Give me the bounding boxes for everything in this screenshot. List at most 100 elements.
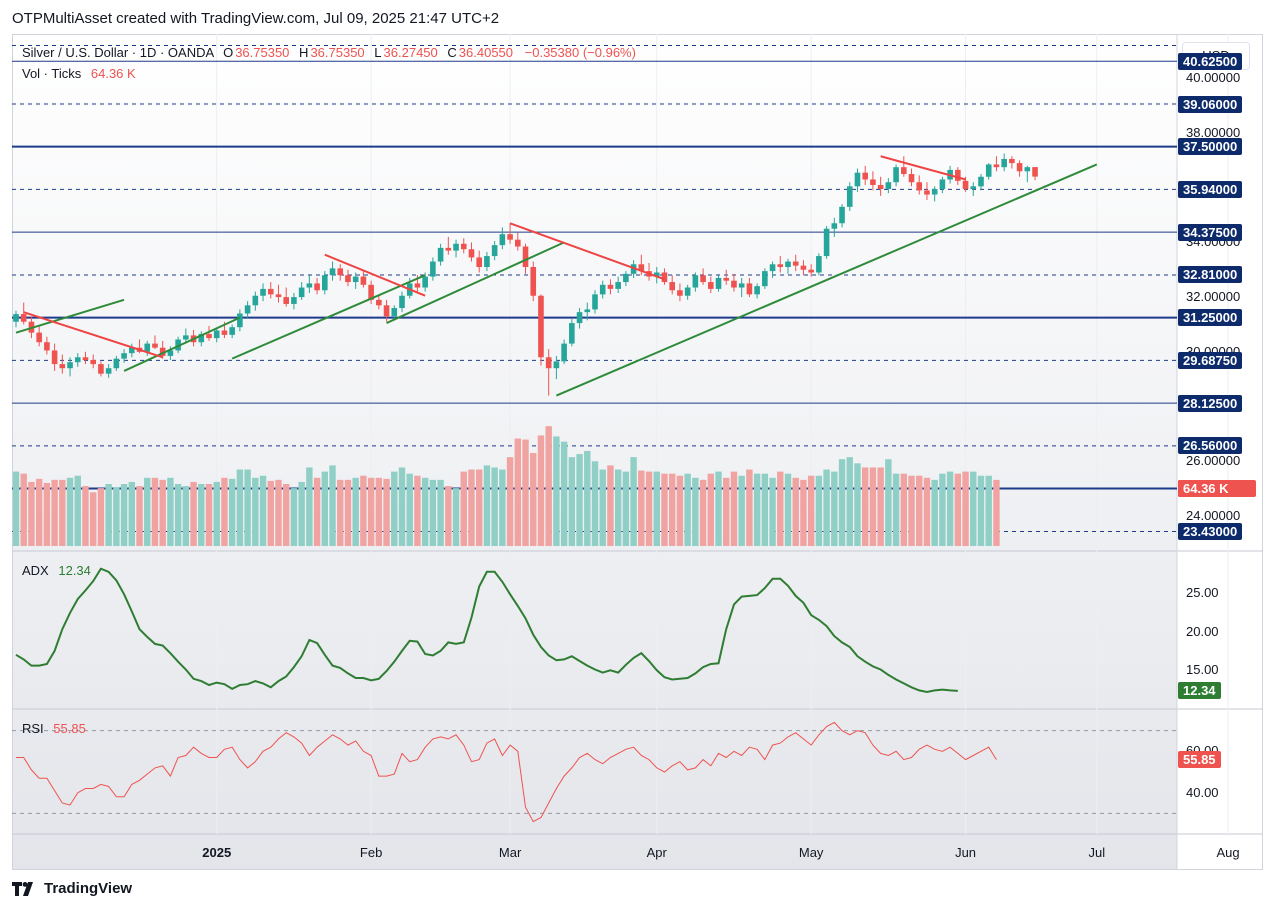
candle-body (198, 334, 205, 343)
candle-body (437, 247, 444, 262)
ohlc-close-label: C (447, 45, 457, 60)
volume-bar (823, 469, 830, 546)
price-level-tag[interactable]: 31.25000 (1178, 309, 1243, 327)
candle-body (545, 357, 552, 369)
ohlc-high-label: H (299, 45, 309, 60)
ohlc-close-value: 36.40550 (458, 45, 514, 60)
volume-bar (12, 471, 20, 546)
candle-body (715, 277, 722, 289)
volume-bar (383, 478, 390, 546)
volume-bar (460, 471, 467, 546)
chart-canvas[interactable] (12, 34, 1263, 870)
price-level-tag[interactable]: 39.06000 (1178, 95, 1243, 113)
volume-bar (391, 471, 398, 546)
volume-bar (59, 479, 66, 546)
price-level-tag[interactable]: 35.94000 (1178, 180, 1243, 198)
volume-bar (144, 477, 151, 546)
candle-body (561, 343, 567, 362)
candle-body (908, 174, 915, 183)
volume-bar (74, 475, 81, 546)
trendline (231, 274, 426, 360)
volume-bar (885, 459, 892, 546)
volume-bar (815, 475, 823, 546)
volume-bar (807, 475, 815, 546)
rsi-last-tag: 55.85 (1178, 751, 1221, 769)
candle-body (885, 182, 892, 190)
ohlc-open-value: 36.75350 (235, 45, 290, 60)
candle-body (283, 297, 289, 304)
candle-body (808, 269, 814, 273)
candle-body (345, 275, 351, 283)
price-level-tag[interactable]: 23.43000 (1178, 523, 1243, 540)
volume-bar (329, 465, 336, 546)
price-level-tag[interactable]: 32.81000 (1178, 266, 1243, 284)
volume-bar (838, 459, 846, 546)
tradingview-brand: TradingView (12, 880, 132, 897)
volume-bar (753, 473, 761, 546)
price-level-tag[interactable]: 26.56000 (1178, 437, 1243, 455)
price-level-tag[interactable]: 29.68750 (1178, 351, 1243, 369)
price-level-tag[interactable]: 37.50000 (1178, 138, 1243, 156)
candle-body (661, 272, 668, 283)
volume-bar (530, 453, 537, 546)
volume-bar (259, 475, 267, 546)
volume-bar (367, 477, 375, 546)
candle-body (275, 294, 282, 298)
price-level-tag[interactable]: 34.37500 (1178, 223, 1243, 241)
candle-body (785, 261, 791, 268)
trendline (509, 222, 665, 281)
candle-body (569, 323, 575, 344)
candle-body (515, 239, 521, 247)
volume-bar (522, 439, 529, 546)
candle-body (298, 287, 305, 298)
candle-body (576, 312, 583, 324)
volume-bar (777, 471, 784, 546)
volume-bar (862, 467, 869, 546)
candle-body (352, 276, 359, 283)
candle-body (792, 261, 799, 266)
candle-body (985, 164, 992, 177)
candle-body (893, 167, 899, 183)
candle-body (669, 282, 675, 291)
volume-bar (900, 473, 907, 546)
volume-bar (645, 471, 653, 546)
candle-body (121, 353, 127, 359)
volume-bar (283, 484, 290, 546)
candle-body (260, 288, 266, 296)
adx-line (15, 567, 958, 694)
volume-bar (275, 479, 282, 546)
volume-bar (182, 486, 190, 546)
candle-body (862, 172, 868, 180)
trendline (324, 253, 426, 297)
adx-axis-tick: 20.00 (1186, 623, 1219, 639)
volume-bar (360, 475, 367, 546)
candle-body (90, 360, 96, 365)
volume-bar (537, 435, 545, 546)
candle-body (20, 314, 27, 322)
price-level-tag[interactable]: 40.62500 (1178, 52, 1243, 70)
volume-bar (568, 457, 576, 546)
volume-bar (591, 461, 599, 546)
volume-bar (784, 473, 792, 546)
volume-bar (916, 475, 923, 546)
candle-body (183, 335, 189, 340)
volume-bar (715, 471, 722, 546)
rsi-value: 55.85 (53, 721, 86, 736)
candle-body (98, 364, 104, 374)
price-level-tag[interactable]: 28.12500 (1178, 394, 1243, 412)
volume-bar (228, 478, 236, 546)
time-axis-label: May (798, 845, 824, 860)
volume-bar (90, 492, 97, 546)
candle-body (468, 249, 475, 258)
candle-body (916, 182, 923, 191)
candle-body (499, 234, 506, 246)
candle-body (754, 286, 760, 295)
volume-bar (831, 471, 838, 546)
legend-adx: ADX 12.34 (22, 563, 91, 578)
volume-bar (213, 481, 220, 546)
volume-bar (151, 477, 159, 546)
volume-bar (267, 480, 274, 546)
volume-bar (437, 479, 444, 546)
rsi-line (16, 721, 997, 823)
candle-body (1001, 158, 1007, 168)
